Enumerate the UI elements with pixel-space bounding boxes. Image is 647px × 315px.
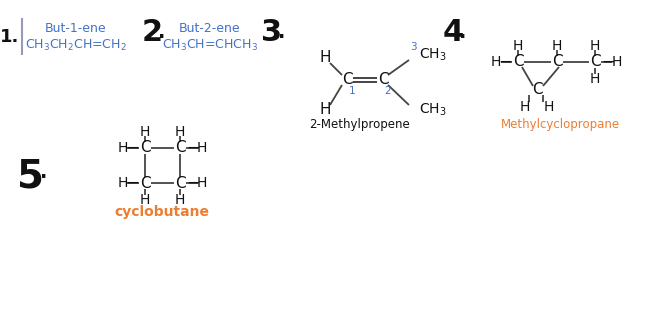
Text: H: H: [197, 141, 207, 155]
Text: −: −: [125, 139, 139, 157]
Text: C: C: [140, 140, 150, 156]
Text: 3: 3: [410, 42, 416, 52]
Text: 2-Methylpropene: 2-Methylpropene: [310, 118, 410, 131]
Text: .: .: [159, 23, 166, 42]
Text: 1: 1: [349, 86, 355, 96]
Text: 2: 2: [142, 18, 162, 47]
Text: −: −: [186, 174, 200, 192]
Text: −: −: [125, 174, 139, 192]
Text: .: .: [459, 23, 466, 42]
Text: C: C: [175, 175, 185, 191]
Text: CH$_3$CH$_2$CH=CH$_2$: CH$_3$CH$_2$CH=CH$_2$: [25, 38, 127, 53]
Text: H: H: [118, 176, 128, 190]
Text: C: C: [140, 175, 150, 191]
Text: H: H: [175, 125, 185, 139]
Text: −: −: [498, 53, 512, 71]
Text: 5: 5: [17, 158, 43, 196]
Text: H: H: [520, 100, 530, 114]
Text: C: C: [589, 54, 600, 70]
Text: But-1-ene: But-1-ene: [45, 22, 107, 35]
Text: CH$_3$: CH$_3$: [419, 102, 446, 118]
Text: 1.: 1.: [0, 28, 19, 46]
Text: 2: 2: [385, 86, 391, 96]
Text: H: H: [491, 55, 501, 69]
Text: H: H: [140, 125, 150, 139]
Text: .: .: [278, 23, 286, 42]
Text: H: H: [513, 39, 523, 53]
Text: H: H: [612, 55, 622, 69]
Text: C: C: [532, 83, 542, 98]
Text: C: C: [378, 72, 388, 88]
Text: −: −: [186, 139, 200, 157]
Text: 4: 4: [443, 18, 464, 47]
Text: C: C: [552, 54, 562, 70]
Text: H: H: [197, 176, 207, 190]
Text: H: H: [544, 100, 554, 114]
Text: CH$_3$: CH$_3$: [419, 47, 446, 63]
Text: But-2-ene: But-2-ene: [179, 22, 241, 35]
Text: Methylcyclopropane: Methylcyclopropane: [500, 118, 620, 131]
Text: H: H: [118, 141, 128, 155]
Text: C: C: [175, 140, 185, 156]
Text: H: H: [140, 193, 150, 207]
Text: H: H: [552, 39, 562, 53]
Text: H: H: [319, 102, 331, 117]
Text: C: C: [342, 72, 353, 88]
Text: H: H: [175, 193, 185, 207]
Text: CH$_3$CH=CHCH$_3$: CH$_3$CH=CHCH$_3$: [162, 38, 258, 53]
Text: cyclobutane: cyclobutane: [115, 205, 210, 219]
Text: .: .: [40, 163, 48, 182]
Text: H: H: [590, 72, 600, 86]
Text: H: H: [319, 50, 331, 66]
Text: 3: 3: [261, 18, 283, 47]
Text: C: C: [512, 54, 523, 70]
Text: −: −: [601, 53, 615, 71]
Text: H: H: [590, 39, 600, 53]
